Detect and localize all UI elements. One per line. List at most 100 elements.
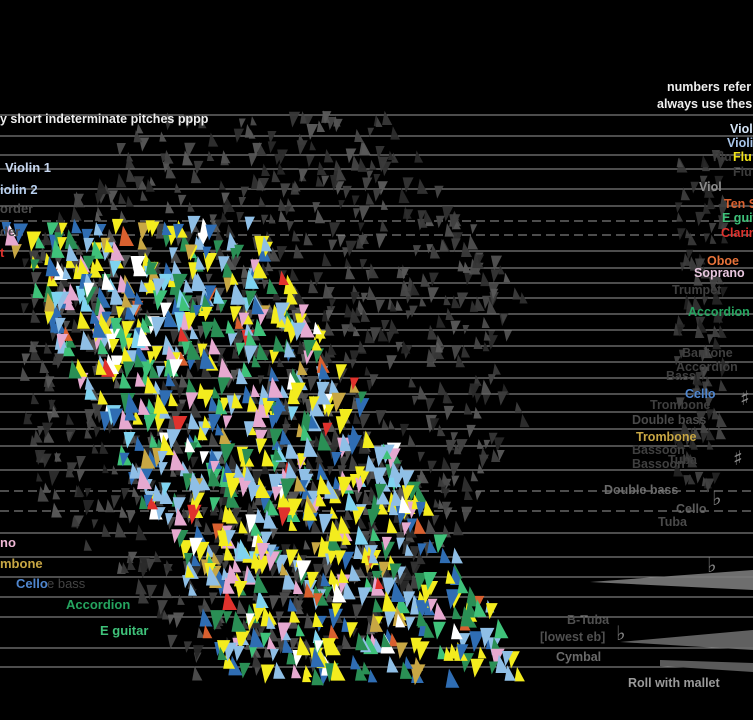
note-mark — [30, 259, 40, 272]
background-mark — [451, 345, 462, 361]
background-mark — [362, 177, 373, 192]
note-mark — [185, 392, 199, 410]
background-mark — [381, 418, 389, 429]
background-mark — [341, 634, 352, 648]
background-mark — [125, 154, 136, 169]
background-mark — [706, 440, 714, 450]
note-mark — [401, 522, 412, 536]
background-mark — [270, 528, 279, 540]
background-mark — [360, 308, 371, 322]
background-mark — [101, 523, 111, 537]
background-mark — [373, 173, 381, 184]
background-mark — [364, 329, 375, 344]
note-mark — [193, 304, 202, 318]
background-mark — [694, 324, 705, 338]
instrument-label: Bass — [666, 369, 696, 383]
note-mark — [151, 317, 166, 338]
note-mark — [279, 428, 292, 445]
background-mark — [322, 111, 332, 124]
background-mark — [439, 238, 449, 252]
note-mark — [147, 351, 157, 364]
note-mark — [194, 541, 210, 563]
background-mark — [382, 110, 393, 126]
instrument-label: Bassoon — [632, 443, 685, 457]
note-mark — [122, 361, 135, 379]
instrument-label: Violin 1 — [5, 160, 51, 175]
note-mark — [315, 491, 327, 507]
background-mark — [222, 204, 231, 216]
background-mark — [451, 475, 460, 487]
note-mark — [89, 309, 101, 324]
background-mark — [34, 450, 46, 466]
background-mark — [175, 235, 184, 247]
note-mark — [251, 354, 261, 368]
background-mark — [148, 431, 157, 442]
background-mark — [700, 265, 710, 279]
background-mark — [267, 130, 277, 144]
background-mark — [116, 173, 127, 188]
background-mark — [110, 199, 118, 211]
background-mark — [400, 340, 411, 354]
background-mark — [473, 406, 482, 419]
note-mark — [249, 627, 265, 648]
note-mark — [137, 397, 150, 415]
note-mark — [205, 224, 218, 241]
note-mark — [195, 255, 206, 270]
background-mark — [284, 206, 292, 216]
background-mark — [417, 451, 426, 463]
background-mark — [36, 472, 43, 482]
background-mark — [315, 456, 326, 470]
background-mark — [449, 214, 461, 231]
background-mark — [407, 434, 417, 447]
note-mark — [375, 576, 384, 589]
background-mark — [170, 330, 180, 345]
note-mark — [303, 350, 314, 366]
note-mark — [255, 507, 266, 523]
note-mark — [266, 278, 278, 294]
background-mark — [275, 611, 284, 624]
instrument-label: Double bass — [604, 483, 679, 497]
background-mark — [121, 487, 130, 501]
note-mark — [184, 552, 194, 566]
note-mark — [64, 229, 80, 249]
background-mark — [706, 427, 716, 441]
note-mark — [231, 610, 247, 632]
note-mark — [205, 565, 221, 586]
instrument-label: Bassoon — [632, 457, 685, 471]
background-mark — [718, 215, 728, 228]
background-mark — [680, 420, 692, 436]
note-mark — [367, 669, 378, 683]
note-mark — [214, 423, 224, 436]
background-mark — [183, 641, 193, 653]
background-mark — [215, 555, 226, 570]
background-mark — [96, 178, 109, 195]
background-mark — [427, 460, 437, 474]
background-mark — [238, 118, 246, 128]
note-mark — [328, 608, 344, 629]
note-mark — [337, 476, 353, 498]
background-mark — [172, 437, 184, 454]
note-mark — [312, 629, 323, 643]
note-mark — [278, 270, 289, 285]
note-mark — [294, 475, 306, 492]
note-mark — [246, 569, 257, 583]
background-mark — [196, 627, 205, 638]
note-mark — [173, 223, 185, 240]
background-mark — [70, 259, 81, 273]
background-mark — [178, 194, 187, 207]
note-mark — [225, 319, 236, 334]
background-mark — [121, 255, 131, 269]
background-mark — [65, 465, 75, 478]
background-mark — [230, 369, 240, 382]
background-mark — [95, 498, 105, 512]
background-mark — [257, 375, 265, 385]
note-mark — [256, 543, 271, 562]
note-mark — [44, 311, 55, 325]
sharp-icon: ♯ — [733, 446, 743, 470]
note-mark — [244, 465, 255, 481]
background-mark — [197, 605, 205, 616]
background-mark — [41, 453, 52, 468]
note-mark — [386, 518, 398, 534]
note-mark — [250, 384, 261, 398]
background-mark — [684, 435, 693, 447]
